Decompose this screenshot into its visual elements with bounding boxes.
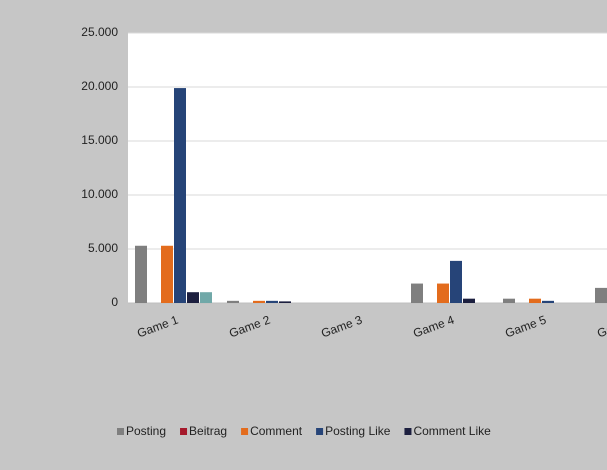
legend-label: Posting: [126, 424, 166, 438]
plot-area: [128, 33, 607, 303]
x-tick-label: Game 6: [595, 313, 607, 341]
y-tick-label: 5.000: [88, 241, 118, 255]
bar: [411, 283, 423, 303]
y-tick-label: 10.000: [81, 187, 118, 201]
bar: [463, 298, 475, 303]
bar: [279, 301, 291, 303]
bar: [161, 245, 173, 303]
legend-swatch: [404, 428, 412, 435]
bar: [174, 88, 186, 303]
y-tick-label: 25.000: [81, 25, 118, 39]
y-tick-label: 20.000: [81, 79, 118, 93]
legend-swatch: [241, 428, 249, 435]
legend-swatch: [316, 428, 324, 435]
legend-label: Comment Like: [413, 424, 491, 438]
y-tick-label: 15.000: [81, 133, 118, 147]
legend-label: Posting Like: [325, 424, 391, 438]
bar: [595, 287, 607, 303]
legend-swatch: [180, 428, 188, 435]
bar: [503, 298, 515, 303]
bar: [135, 245, 147, 303]
legend-label: Beitrag: [189, 424, 227, 438]
legend-label: Comment: [250, 424, 303, 438]
legend-swatch: [117, 428, 124, 435]
bar: [542, 300, 554, 303]
bar: [187, 292, 199, 303]
bar: [253, 300, 265, 303]
bar: [266, 300, 278, 303]
bar: [227, 300, 239, 303]
bar: [200, 292, 212, 303]
bar: [529, 298, 541, 303]
bar: [437, 283, 449, 303]
y-tick-label: 0: [111, 295, 118, 309]
bar: [450, 260, 462, 303]
